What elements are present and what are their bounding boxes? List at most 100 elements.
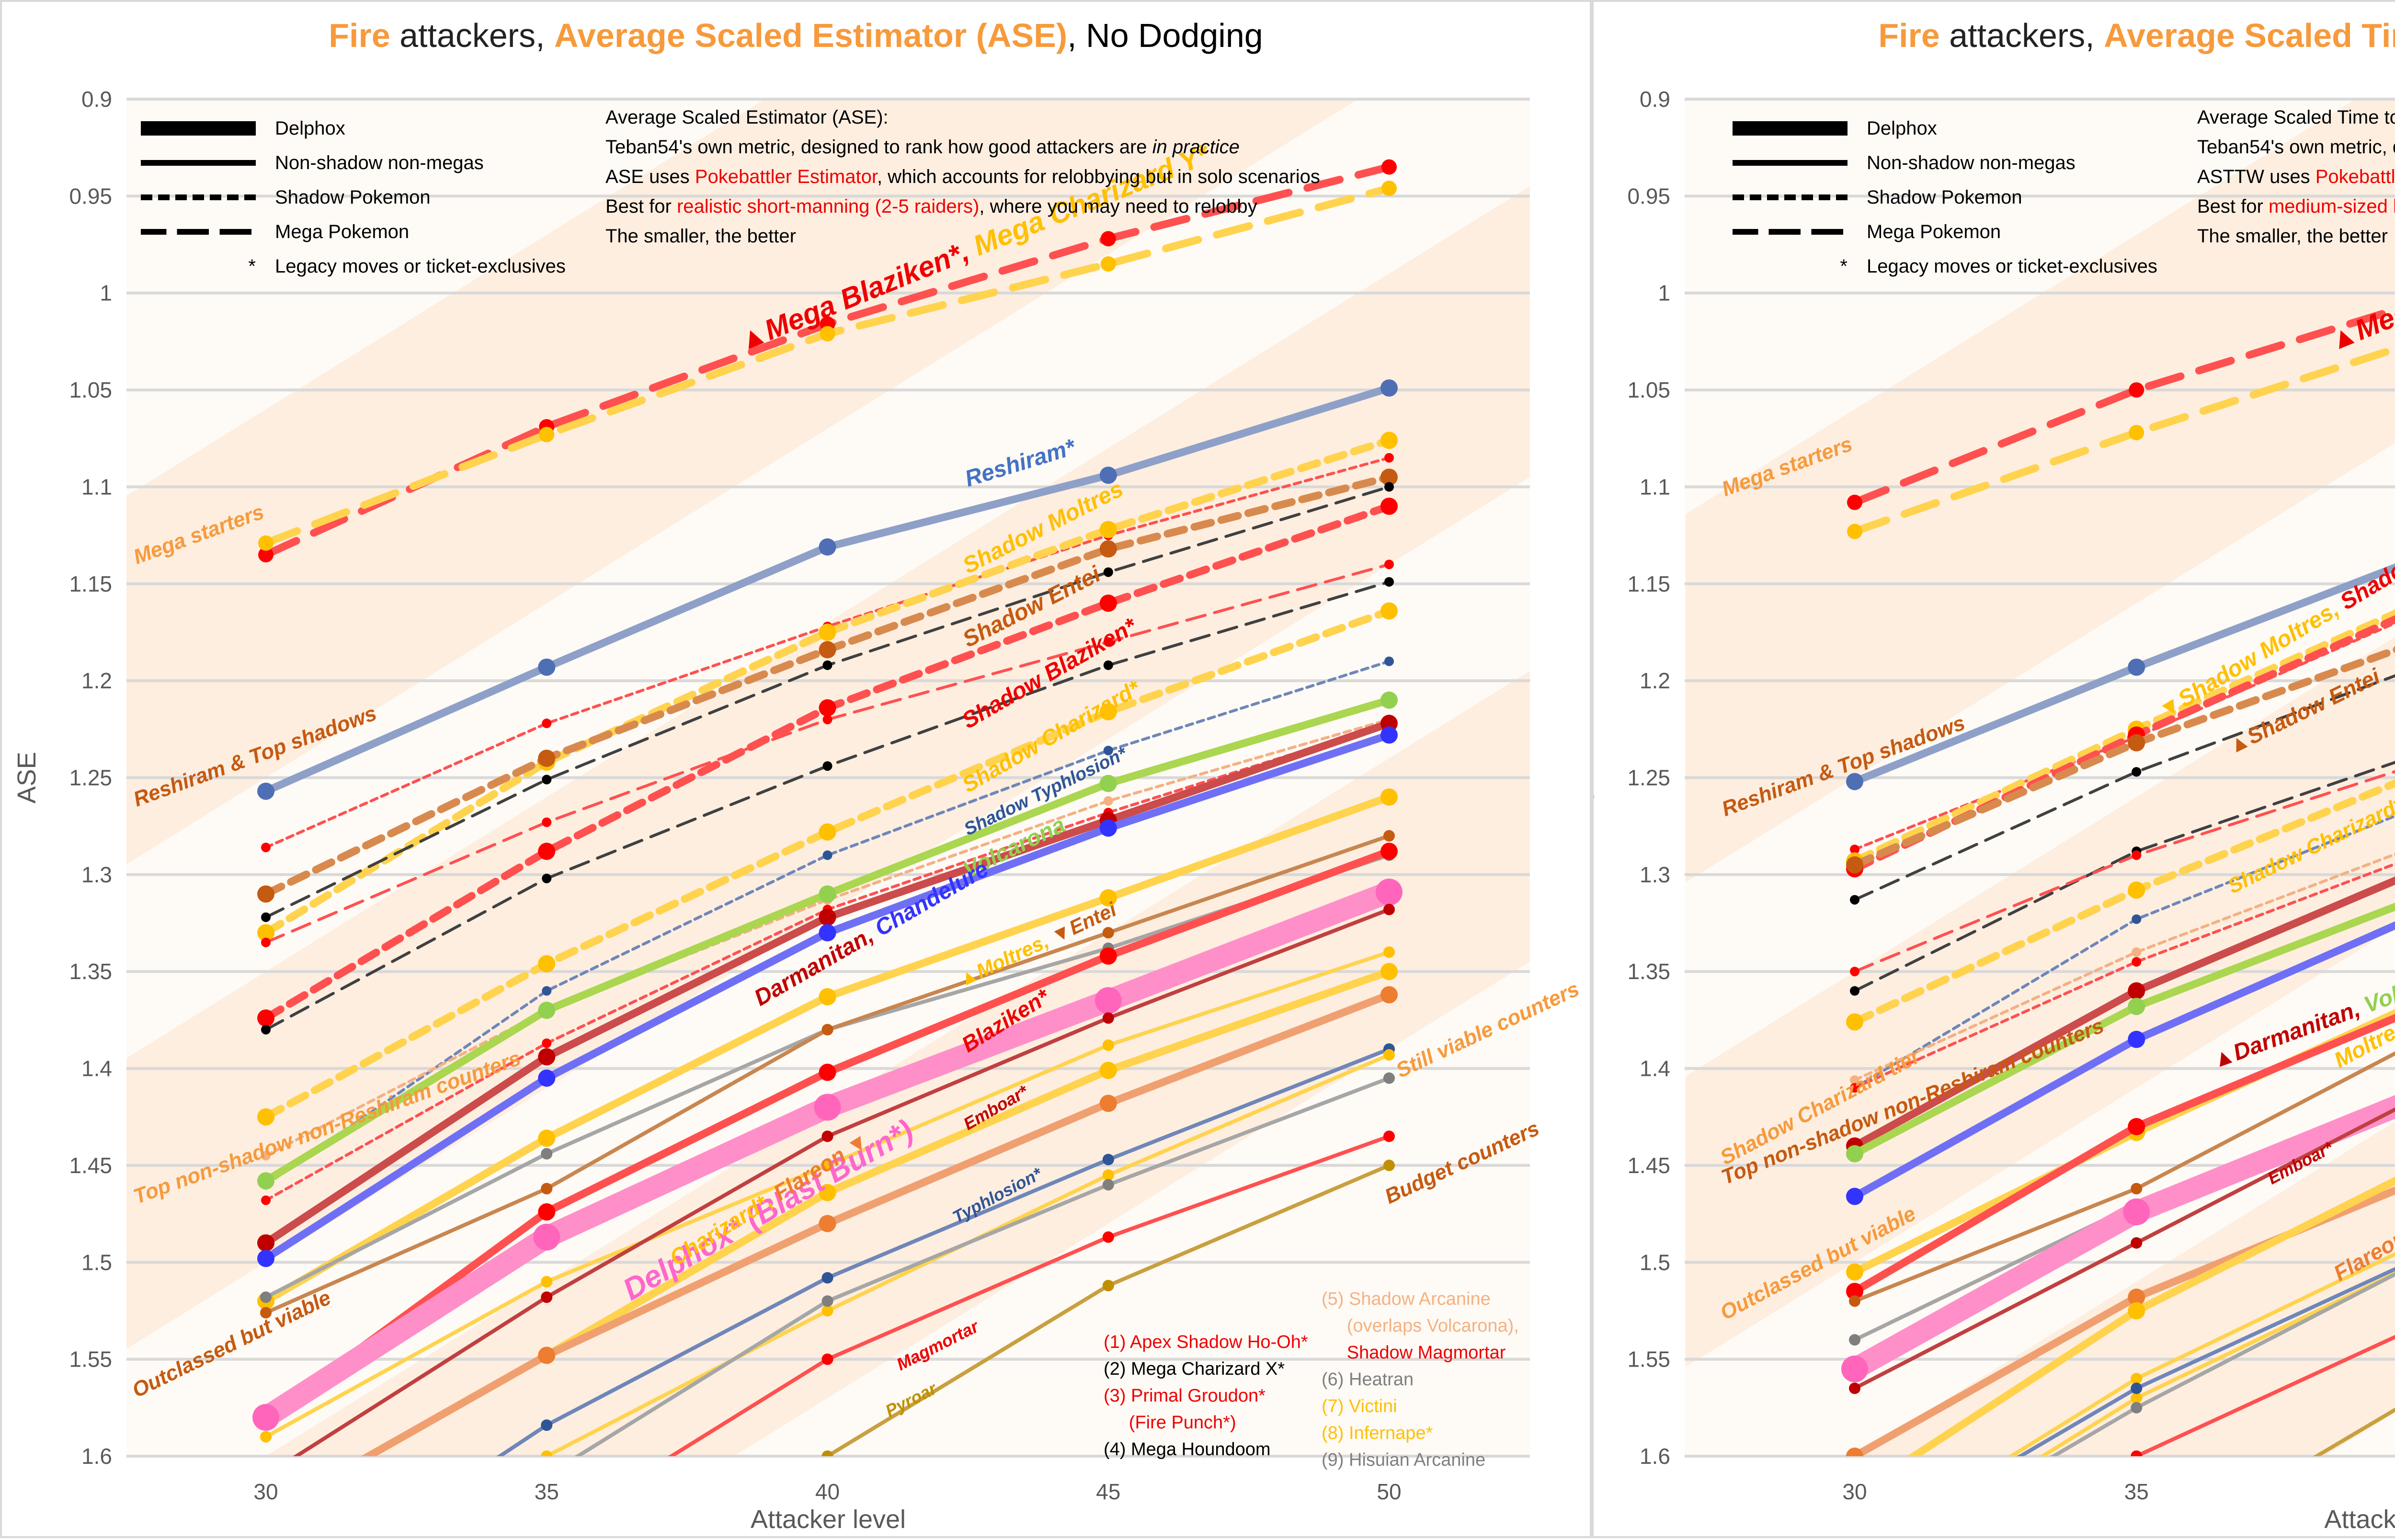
legend-label: Mega Pokemon: [275, 221, 410, 242]
highlight-text: Pokebattler TTW: [2315, 166, 2395, 187]
series-line: [1853, 862, 2395, 1090]
data-point: [1849, 1334, 1860, 1346]
x-tick-label: 35: [2124, 1479, 2149, 1504]
series-typhlosion: [2017, 1267, 2395, 1456]
description-text: Average Scaled Time to Win (ASTTW):: [2197, 107, 2395, 128]
y-tick-label: 1.55: [69, 1347, 112, 1372]
legend-label: Non-shadow non-megas: [1867, 152, 2076, 173]
data-point: [1102, 1279, 1114, 1291]
y-axis-label: ASE: [12, 752, 41, 803]
data-point: [1380, 726, 1398, 744]
data-point: [2128, 734, 2145, 752]
y-tick-label: 1: [100, 281, 112, 306]
legend-label: Legacy moves or ticket-exclusives: [1867, 255, 2157, 277]
x-tick-label: 35: [535, 1479, 559, 1504]
data-point: [1102, 1153, 1114, 1165]
data-point: [1846, 1187, 1863, 1205]
legend-item: * Legacy moves or ticket-exclusives: [1733, 249, 2157, 284]
data-point: [1095, 987, 1122, 1014]
series-flareon: [361, 986, 1398, 1456]
description-line: ASTTW uses Pokebattler TTW, which ignore…: [2197, 162, 2395, 192]
data-point: [822, 660, 833, 670]
series-line: [1853, 1107, 2395, 1391]
data-point: [2131, 1382, 2143, 1394]
data-point: [2132, 947, 2142, 957]
series-group: [1841, 306, 2395, 1456]
highlight-text: realistic short-manning (2-5 raiders): [676, 196, 980, 217]
series-line: [264, 660, 1391, 1186]
data-point: [1380, 788, 1398, 806]
series-hisuian-arcanine-9: [574, 1072, 1395, 1456]
y-tick-label: 1.1: [81, 474, 112, 499]
data-point: [2128, 881, 2145, 899]
data-point: [257, 1250, 274, 1267]
y-tick-label: 1.45: [1627, 1153, 1670, 1178]
series-pyroar: [821, 1159, 1395, 1456]
data-point: [1383, 903, 1395, 915]
y-tick-label: 1.05: [69, 377, 112, 402]
data-point: [2128, 658, 2145, 676]
data-point: [542, 873, 552, 883]
series-shadow-blaziken: [257, 497, 1398, 1027]
footnote: (1) Apex Shadow Ho-Oh*: [1104, 1332, 1308, 1352]
y-tick-label: 0.9: [1640, 87, 1670, 112]
series-line: [1851, 902, 2395, 1158]
data-point: [822, 715, 833, 725]
data-point: [820, 326, 835, 342]
data-point: [1850, 986, 1859, 996]
series-shadow-typhlosion: [261, 656, 1394, 1190]
data-point: [819, 641, 836, 659]
x-axis-label: Attacker level: [751, 1505, 906, 1534]
data-point: [1383, 946, 1395, 958]
title-part: Fire: [329, 17, 390, 54]
series-typhlosion: [496, 1043, 1395, 1456]
data-point: [2128, 982, 2145, 1000]
data-point: [821, 1024, 833, 1036]
series-line: [1853, 853, 2395, 1082]
title-part: attackers,: [1939, 17, 2104, 54]
y-tick-label: 1.15: [1627, 571, 1670, 596]
series-mega-houndoom-4: [261, 577, 1394, 1035]
series-primal-groudon-3: [261, 559, 1394, 947]
legend-item: Delphox: [1733, 111, 2157, 146]
series-line: [1844, 1095, 2395, 1380]
data-point: [821, 1272, 833, 1284]
data-point: [1380, 843, 1398, 860]
legend-item: Mega Pokemon: [141, 215, 566, 249]
series-charizard: [1907, 1176, 2395, 1456]
legend-label: Shadow Pokemon: [1867, 186, 2022, 208]
y-tick-label: 1.4: [81, 1056, 112, 1081]
series-hisuian-arcanine-9: [2050, 1272, 2395, 1456]
data-point: [1102, 1169, 1114, 1181]
data-point: [2132, 767, 2142, 777]
data-point: [819, 623, 836, 641]
data-point: [821, 1305, 833, 1317]
data-point: [541, 1450, 553, 1456]
data-point: [1383, 1159, 1395, 1171]
legend-item: Shadow Pokemon: [141, 180, 566, 215]
data-point: [1850, 1075, 1859, 1085]
data-point: [1847, 494, 1862, 510]
data-point: [1099, 819, 1117, 837]
data-point: [1841, 1355, 1868, 1382]
data-point: [542, 775, 552, 785]
data-point: [1381, 159, 1397, 175]
data-point: [1102, 1231, 1114, 1243]
data-point: [1380, 379, 1398, 397]
data-point: [542, 719, 552, 729]
data-point: [541, 1148, 553, 1160]
chart-legend: Delphox Non-shadow non-megas Shadow Pokemo…: [1733, 111, 2157, 284]
data-point: [1102, 927, 1114, 939]
data-point: [1100, 256, 1116, 272]
title-part: Average Scaled Time to Win (ASTTW): [2104, 17, 2395, 54]
asttw-plot: 0.9 0.95 1 1.05 1.1 1.15 1.2 1.25 1.3 1.35 1.4 1.45…: [1594, 87, 2395, 1534]
data-point: [1383, 1072, 1395, 1084]
data-point: [1099, 467, 1117, 484]
data-point: [252, 1404, 279, 1431]
series-emboar: [1849, 1107, 2395, 1394]
data-point: [819, 823, 836, 841]
y-tick-label: 1.3: [1640, 862, 1670, 887]
data-point: [2131, 1373, 2143, 1385]
series-emboar: [293, 903, 1395, 1456]
series-line: [1851, 563, 2395, 786]
